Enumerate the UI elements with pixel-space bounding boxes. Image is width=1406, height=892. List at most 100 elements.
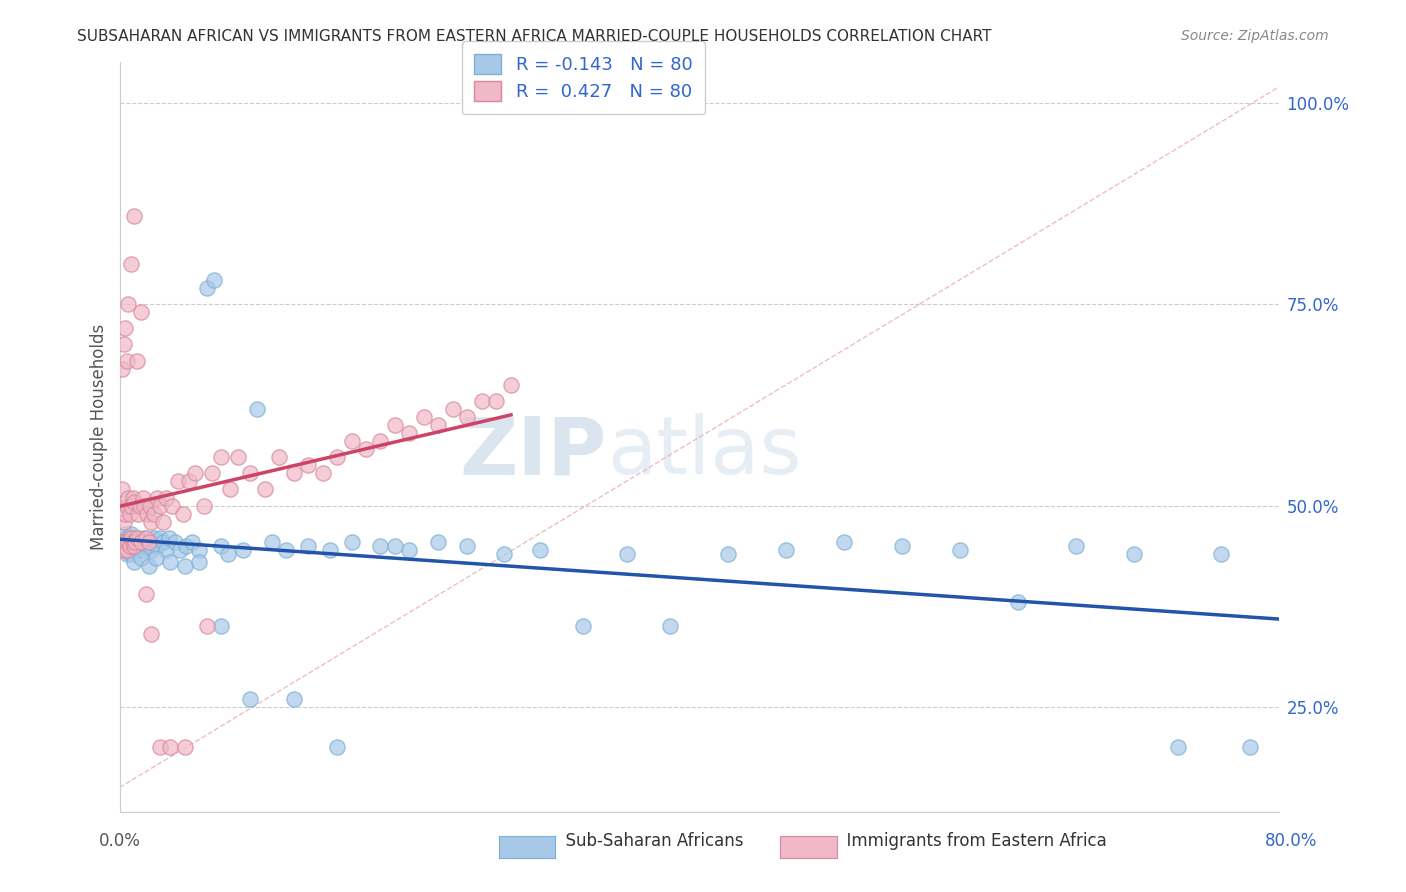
Point [114, 534, 136, 549]
Point [111, 361, 134, 376]
Text: SUBSAHARAN AFRICAN VS IMMIGRANTS FROM EASTERN AFRICA MARRIED-COUPLE HOUSEHOLDS C: SUBSAHARAN AFRICAN VS IMMIGRANTS FROM EA… [77, 29, 991, 44]
Point [311, 467, 333, 481]
Point [775, 542, 797, 557]
Point [283, 692, 305, 706]
Point [111, 539, 134, 553]
Point [152, 515, 174, 529]
Point [499, 377, 522, 392]
Point [297, 458, 319, 473]
Point [125, 531, 148, 545]
Y-axis label: Married-couple Households: Married-couple Households [90, 324, 108, 550]
Point [267, 450, 290, 465]
Point [141, 515, 163, 529]
Point [138, 534, 160, 549]
Point [949, 542, 972, 557]
Point [141, 627, 163, 641]
Point [121, 534, 143, 549]
Point [135, 531, 157, 545]
Point [1007, 595, 1029, 609]
Point [319, 542, 342, 557]
Point [340, 434, 363, 449]
Point [121, 542, 143, 557]
Point [121, 534, 143, 549]
Point [146, 539, 169, 553]
Point [253, 483, 276, 497]
Point [485, 393, 508, 408]
Point [114, 321, 136, 335]
Point [134, 531, 156, 545]
Point [239, 467, 262, 481]
Point [127, 507, 149, 521]
Point [122, 209, 145, 223]
Point [149, 499, 172, 513]
Point [166, 475, 188, 489]
Point [118, 539, 141, 553]
Point [891, 539, 914, 553]
Point [120, 526, 142, 541]
Point [413, 409, 436, 424]
Point [129, 534, 152, 549]
Point [188, 542, 211, 557]
Point [115, 353, 138, 368]
Point [134, 499, 156, 513]
Point [115, 547, 138, 561]
Point [427, 534, 450, 549]
Point [115, 531, 138, 545]
Point [145, 550, 167, 565]
Point [112, 542, 135, 557]
Point [110, 534, 132, 549]
Point [173, 740, 195, 755]
Point [120, 499, 142, 513]
Point [125, 542, 148, 557]
Point [834, 534, 856, 549]
Point [112, 539, 135, 553]
Point [120, 531, 142, 545]
Point [173, 559, 195, 574]
Text: 80.0%: 80.0% [1264, 831, 1317, 849]
Point [456, 539, 478, 553]
Point [122, 531, 145, 545]
Point [195, 281, 218, 295]
Point [125, 353, 148, 368]
Point [118, 539, 141, 553]
Point [160, 499, 183, 513]
Point [1167, 740, 1189, 755]
Point [174, 539, 197, 553]
Point [276, 542, 298, 557]
Legend: R = -0.143   N = 80, R =  0.427   N = 80: R = -0.143 N = 80, R = 0.427 N = 80 [461, 42, 706, 114]
Text: Source: ZipAtlas.com: Source: ZipAtlas.com [1181, 29, 1329, 43]
Point [138, 534, 160, 549]
Point [354, 442, 377, 457]
Point [283, 467, 305, 481]
Point [117, 297, 139, 311]
Point [398, 425, 420, 440]
Point [398, 542, 420, 557]
Point [155, 542, 177, 557]
Point [112, 337, 135, 351]
Point [132, 542, 155, 557]
Point [111, 483, 134, 497]
Point [572, 619, 595, 633]
Point [143, 531, 166, 545]
Point [209, 539, 232, 553]
Point [132, 491, 155, 505]
Point [128, 539, 150, 553]
Point [471, 393, 494, 408]
Point [115, 499, 138, 513]
Point [456, 409, 478, 424]
Point [239, 692, 262, 706]
Point [139, 499, 162, 513]
Point [232, 542, 254, 557]
Point [149, 531, 172, 545]
Point [114, 507, 136, 521]
Text: atlas: atlas [607, 413, 801, 491]
Point [146, 491, 169, 505]
Point [181, 534, 204, 549]
Point [202, 273, 225, 287]
Point [228, 450, 250, 465]
Point [260, 534, 283, 549]
Point [121, 491, 143, 505]
Point [124, 534, 146, 549]
Point [129, 305, 152, 319]
Point [117, 491, 139, 505]
